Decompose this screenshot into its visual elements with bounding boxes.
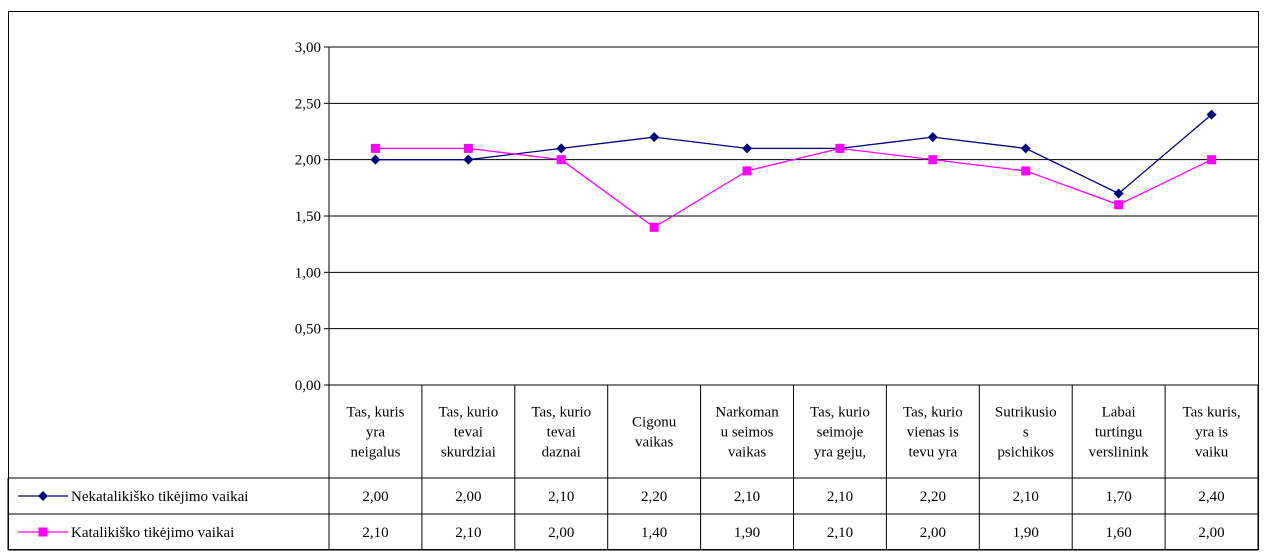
category-label: Tas, kurio tevai daznai <box>531 405 591 461</box>
category-label-line: Cigonu <box>632 415 677 431</box>
table-value: 2,10 <box>1013 489 1039 505</box>
legend-entry: Katalikiško tikėjimo vaikai <box>71 525 234 541</box>
category-label-line: Tas, kurio <box>903 405 963 421</box>
category-label: Narkoman u seimos vaikas <box>715 405 779 461</box>
table-value: 2,20 <box>641 489 667 505</box>
category-label-line: yra geju, <box>814 445 866 461</box>
y-tick-label: 2,00 <box>295 153 321 169</box>
data-point <box>1114 200 1124 210</box>
legend-entry: Nekatalikiško tikėjimo vaikai <box>71 489 248 505</box>
category-label-line: daznai <box>542 445 581 461</box>
y-tick-label: 0,50 <box>295 322 321 338</box>
category-label-line: u seimos <box>721 425 774 441</box>
series-line <box>375 147 1212 229</box>
data-point <box>556 155 566 165</box>
legend-key-marker <box>38 527 48 537</box>
y-tick-label: 0,00 <box>295 378 321 394</box>
category-label-line: vienas is <box>907 425 959 441</box>
data-point <box>1206 109 1217 120</box>
table-value: 2,10 <box>548 489 574 505</box>
data-point <box>742 166 752 176</box>
category-label-line: yra <box>366 425 385 441</box>
data-point <box>1207 155 1217 165</box>
table-value: 1,70 <box>1106 489 1132 505</box>
category-label-line: Labai <box>1102 405 1136 421</box>
category-label: Tas, kurio seimoje yra geju, <box>810 405 870 461</box>
legend-key-marker <box>38 491 48 501</box>
category-label-line: Tas, kurio <box>531 405 591 421</box>
category-label: Sutrikusio s psichikos <box>995 405 1057 461</box>
table-value: 2,00 <box>548 525 574 541</box>
category-label-line: neigalus <box>350 445 400 461</box>
category-label: Tas, kurio vienas is tevu yra <box>903 405 963 461</box>
category-label: Tas, kurio tevai skurdziai <box>438 405 498 461</box>
category-label-line: tevai <box>547 425 576 441</box>
category-label-line: Tas kuris, <box>1182 405 1240 421</box>
category-label-line: s <box>1023 425 1029 441</box>
data-point <box>742 143 753 154</box>
data-point <box>463 154 474 165</box>
table-value: 1,40 <box>641 525 667 541</box>
table-value: 2,10 <box>455 525 481 541</box>
table-value: 2,20 <box>920 489 946 505</box>
data-point <box>1021 166 1031 176</box>
table-value: 1,60 <box>1106 525 1132 541</box>
table-value: 1,90 <box>734 525 760 541</box>
category-label-line: vaiku <box>1195 445 1229 461</box>
category-label-line: tevu yra <box>908 445 957 461</box>
data-point <box>463 143 473 153</box>
category-label: Tas kuris, yra is vaiku <box>1182 405 1240 461</box>
table-value: 2,00 <box>362 489 388 505</box>
category-label-line: Tas, kurio <box>810 405 870 421</box>
category-label-line: yra is <box>1195 425 1228 441</box>
data-point <box>835 143 845 153</box>
category-label-line: Tas, kuris <box>346 405 404 421</box>
category-label-line: psichikos <box>997 445 1054 461</box>
table-value: 2,00 <box>920 525 946 541</box>
category-label-line: tevai <box>454 425 483 441</box>
category-label-line: seimoje <box>817 425 864 441</box>
data-point <box>1020 143 1031 154</box>
category-label-line: vaikas <box>728 445 766 461</box>
data-point <box>370 154 381 165</box>
table-value: 2,10 <box>734 489 760 505</box>
table-value: 2,00 <box>1198 525 1224 541</box>
category-label-line: Sutrikusio <box>995 405 1057 421</box>
table-value: 2,40 <box>1198 489 1224 505</box>
category-label: Tas, kuris yra neigalus <box>346 405 404 461</box>
data-point <box>649 132 660 143</box>
data-point <box>649 222 659 232</box>
category-label-line: skurdziai <box>441 445 496 461</box>
series-line <box>375 114 1212 195</box>
y-tick-label: 2,50 <box>295 96 321 112</box>
category-label-line: Narkoman <box>715 405 779 421</box>
category-label: Cigonu vaikas <box>632 415 677 451</box>
y-tick-label: 3,00 <box>295 40 321 56</box>
data-point <box>556 143 567 154</box>
table-value: 2,10 <box>827 525 853 541</box>
category-label-line: Tas, kurio <box>438 405 498 421</box>
category-label-line: vaikas <box>635 435 673 451</box>
data-point <box>370 143 380 153</box>
category-label-line: turtingu <box>1095 425 1143 441</box>
category-label: Labai turtingu verslinink <box>1089 405 1149 461</box>
table-value: 1,90 <box>1013 525 1039 541</box>
data-point <box>927 132 938 143</box>
category-label-line: verslinink <box>1089 445 1149 461</box>
y-tick-label: 1,00 <box>295 265 321 281</box>
table-value: 2,10 <box>362 525 388 541</box>
data-point <box>928 155 938 165</box>
table-value: 2,10 <box>827 489 853 505</box>
data-point <box>1113 188 1124 199</box>
table-value: 2,00 <box>455 489 481 505</box>
y-tick-label: 1,50 <box>295 209 321 225</box>
